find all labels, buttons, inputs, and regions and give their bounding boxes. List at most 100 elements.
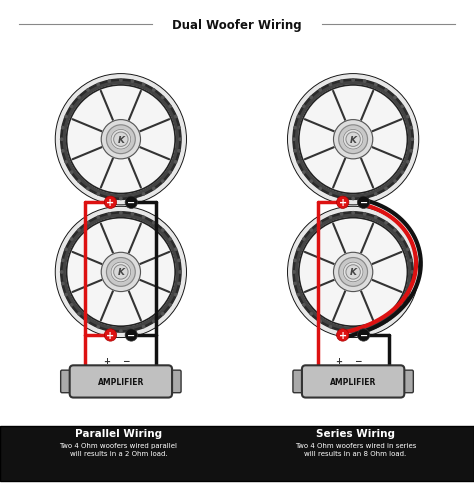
Circle shape: [407, 162, 409, 163]
Circle shape: [71, 304, 73, 306]
Circle shape: [162, 181, 164, 183]
Circle shape: [64, 82, 178, 197]
Circle shape: [299, 86, 408, 194]
Circle shape: [293, 80, 413, 200]
Circle shape: [357, 197, 370, 209]
Circle shape: [87, 222, 89, 224]
Circle shape: [142, 217, 145, 219]
Text: Series Wiring: Series Wiring: [316, 428, 395, 438]
FancyBboxPatch shape: [61, 370, 78, 393]
Circle shape: [289, 76, 418, 204]
Circle shape: [87, 320, 89, 323]
Circle shape: [337, 329, 349, 342]
Circle shape: [142, 84, 145, 86]
Circle shape: [71, 106, 73, 108]
Circle shape: [108, 197, 110, 199]
Circle shape: [303, 304, 305, 306]
Circle shape: [174, 162, 177, 163]
Text: −: −: [127, 198, 136, 208]
Circle shape: [340, 329, 343, 331]
Circle shape: [87, 90, 89, 92]
Circle shape: [352, 330, 354, 333]
Circle shape: [329, 84, 332, 86]
Circle shape: [178, 150, 180, 153]
Circle shape: [407, 248, 409, 251]
Circle shape: [125, 197, 137, 209]
Text: +: +: [106, 198, 115, 208]
Circle shape: [120, 330, 122, 333]
Circle shape: [374, 193, 377, 196]
Circle shape: [169, 304, 171, 306]
Circle shape: [142, 326, 145, 328]
Circle shape: [64, 215, 178, 330]
Circle shape: [394, 229, 396, 232]
Circle shape: [329, 326, 332, 328]
Circle shape: [401, 106, 403, 108]
Circle shape: [407, 116, 409, 119]
Circle shape: [162, 229, 164, 232]
Circle shape: [142, 193, 145, 196]
Text: −: −: [359, 330, 368, 340]
Circle shape: [319, 188, 321, 190]
Circle shape: [97, 217, 100, 219]
Circle shape: [374, 326, 377, 328]
Circle shape: [407, 294, 409, 296]
Circle shape: [131, 213, 134, 216]
Circle shape: [310, 229, 312, 232]
Circle shape: [310, 313, 312, 315]
Circle shape: [120, 198, 122, 200]
FancyBboxPatch shape: [396, 370, 413, 393]
Circle shape: [169, 172, 171, 174]
Circle shape: [61, 212, 181, 332]
Circle shape: [411, 139, 413, 141]
Circle shape: [340, 213, 343, 216]
Circle shape: [352, 212, 354, 215]
Circle shape: [364, 81, 366, 83]
Circle shape: [385, 320, 387, 323]
Circle shape: [104, 197, 117, 209]
Circle shape: [108, 213, 110, 216]
FancyBboxPatch shape: [293, 370, 310, 393]
Circle shape: [364, 329, 366, 331]
Circle shape: [65, 116, 67, 119]
Circle shape: [179, 139, 181, 141]
Circle shape: [78, 313, 80, 315]
Text: K: K: [350, 268, 356, 277]
Circle shape: [108, 329, 110, 331]
Circle shape: [310, 97, 312, 100]
Text: +: +: [336, 357, 342, 366]
Circle shape: [61, 139, 63, 141]
Circle shape: [131, 81, 134, 83]
Circle shape: [62, 127, 64, 130]
Circle shape: [65, 248, 67, 251]
Circle shape: [340, 81, 343, 83]
Circle shape: [339, 258, 367, 287]
Text: −: −: [122, 357, 129, 366]
Circle shape: [153, 90, 155, 92]
Circle shape: [97, 193, 100, 196]
Text: −: −: [354, 357, 362, 366]
Circle shape: [97, 84, 100, 86]
Circle shape: [411, 271, 413, 274]
Circle shape: [114, 265, 128, 280]
Circle shape: [162, 97, 164, 100]
Circle shape: [346, 133, 360, 147]
Circle shape: [303, 172, 305, 174]
Circle shape: [374, 84, 377, 86]
Circle shape: [410, 150, 412, 153]
FancyBboxPatch shape: [70, 366, 172, 398]
Circle shape: [401, 172, 403, 174]
Circle shape: [319, 222, 321, 224]
Text: Parallel Wiring: Parallel Wiring: [75, 428, 162, 438]
Circle shape: [174, 248, 177, 251]
Circle shape: [296, 215, 410, 330]
Text: +: +: [338, 198, 347, 208]
Circle shape: [55, 207, 186, 338]
Circle shape: [61, 80, 181, 200]
Circle shape: [319, 320, 321, 323]
Circle shape: [334, 253, 373, 292]
Text: Dual Woofer Wiring: Dual Woofer Wiring: [172, 20, 302, 32]
Circle shape: [131, 329, 134, 331]
Circle shape: [288, 207, 419, 338]
Circle shape: [297, 162, 300, 163]
